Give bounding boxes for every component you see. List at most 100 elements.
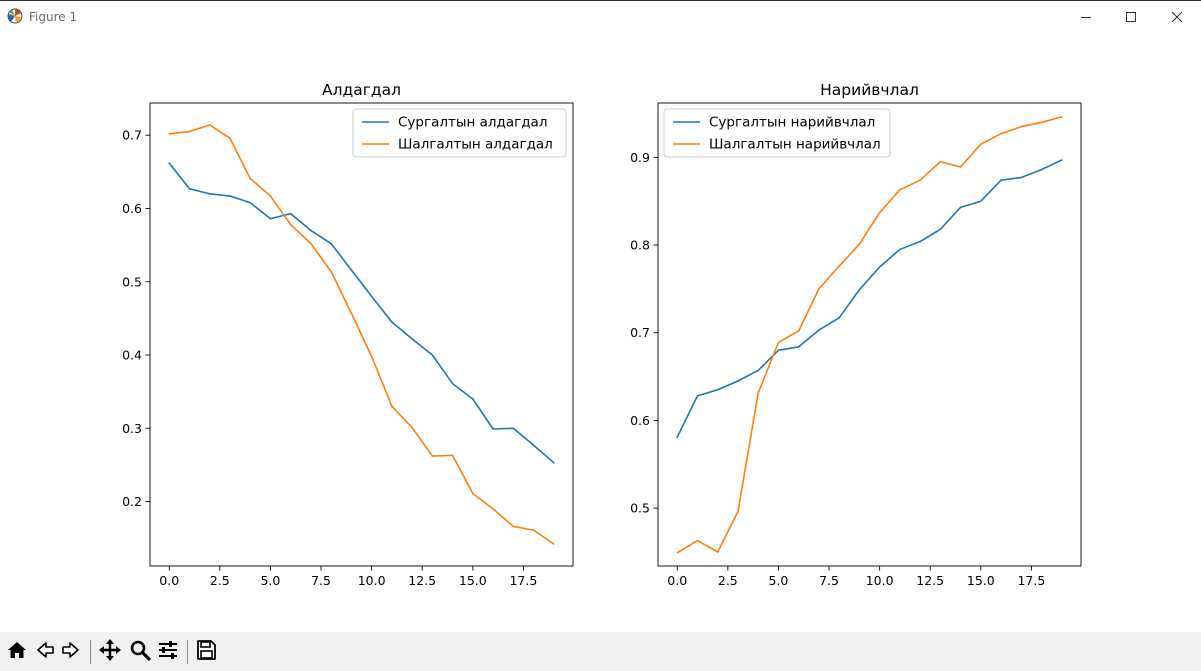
data-point [716, 388, 719, 391]
data-point [797, 330, 800, 332]
forward-arrow-icon [60, 639, 82, 665]
chart-title: Нарийвчлал [820, 81, 919, 99]
data-point [249, 177, 251, 180]
series-line-2 [169, 124, 555, 545]
data-point [552, 461, 555, 464]
data-point [777, 349, 780, 352]
data-point [411, 338, 413, 340]
home-button[interactable] [4, 639, 30, 665]
data-point [959, 166, 962, 168]
zoom-button[interactable] [127, 639, 153, 665]
figure-svg: Алдагдал 0.0 2.5 5.0 7.5 10.0 12.5 15.0 17.5 0.2 0… [122, 81, 1082, 588]
data-point [737, 510, 739, 513]
data-point [696, 395, 699, 397]
data-point [878, 266, 881, 268]
x-tick-label: 0.0 [159, 573, 179, 588]
x-tick-label: 15.0 [967, 573, 995, 588]
data-point [168, 132, 171, 135]
data-point [451, 382, 454, 385]
back-button[interactable] [32, 639, 58, 665]
data-point [1060, 159, 1063, 161]
close-button[interactable] [1154, 1, 1200, 32]
x-tick-label: 12.5 [916, 573, 944, 588]
configure-subplots-button[interactable] [155, 639, 181, 665]
data-point [512, 525, 515, 528]
data-point [716, 551, 719, 553]
y-tick-label: 0.2 [122, 494, 142, 509]
x-tick-label: 0.0 [667, 573, 687, 588]
matplotlib-icon [6, 7, 24, 25]
data-point [229, 137, 231, 139]
data-point [370, 355, 373, 358]
x-tick-label: 10.0 [358, 573, 386, 588]
x-tick-label: 10.0 [866, 573, 894, 588]
legend: Сургалтын алдагдал Шалгалтын алдагдал [352, 108, 567, 158]
move-icon [98, 638, 122, 666]
data-point [797, 345, 800, 348]
x-tick-label: 2.5 [210, 573, 230, 588]
figure-canvas[interactable]: Алдагдал 0.0 2.5 5.0 7.5 10.0 12.5 15.0 17.5 0.2 0… [0, 32, 1201, 632]
data-point [451, 454, 454, 457]
y-tick-label: 0.5 [630, 501, 650, 516]
y-tick-label: 0.7 [630, 325, 650, 340]
x-tick-label: 5.0 [768, 573, 788, 588]
home-icon [6, 639, 28, 665]
data-point [289, 223, 292, 226]
data-point [858, 243, 861, 245]
y-tick-label: 0.3 [122, 421, 142, 436]
series-line-1 [168, 162, 555, 464]
data-point [1060, 116, 1063, 118]
series-line-1 [676, 159, 1063, 438]
x-tick-label: 5.0 [260, 573, 280, 588]
navigation-toolbar [0, 632, 1201, 671]
data-point [899, 248, 901, 251]
data-point [350, 312, 353, 315]
data-point [757, 392, 759, 395]
y-tick-label: 0.7 [122, 128, 142, 143]
data-point [1000, 179, 1002, 181]
data-point [472, 492, 474, 495]
data-point [838, 265, 840, 267]
data-point [269, 217, 272, 220]
x-tick-label: 15.0 [459, 573, 487, 588]
toolbar-separator [187, 640, 188, 664]
data-point [330, 270, 332, 273]
window-title: Figure 1 [29, 10, 78, 24]
data-point [899, 189, 901, 191]
data-point [757, 369, 759, 372]
forward-button[interactable] [58, 639, 84, 665]
data-point [492, 428, 494, 430]
data-point [676, 436, 679, 438]
data-point [269, 195, 272, 197]
toolbar-separator [90, 640, 91, 664]
data-point [919, 240, 921, 243]
data-point [492, 508, 494, 510]
data-point [858, 288, 861, 291]
data-point [1020, 176, 1023, 179]
data-point [431, 354, 434, 356]
data-point [532, 529, 535, 531]
data-point [532, 444, 535, 446]
data-point [1040, 168, 1043, 171]
y-tick-label: 0.9 [630, 150, 650, 165]
subplot-2: Нарийвчлал 0.0 2.5 5.0 7.5 10.0 12.5 15.0 17.5 0.… [630, 81, 1082, 588]
data-point [696, 539, 699, 542]
close-icon [1171, 11, 1183, 23]
data-point [818, 288, 820, 290]
data-point [289, 212, 292, 215]
minimize-button[interactable] [1063, 1, 1109, 32]
x-tick-label: 7.5 [311, 573, 331, 588]
x-tick-label: 2.5 [718, 573, 738, 588]
x-tick-label: 17.5 [1017, 573, 1045, 588]
magnifier-icon [129, 639, 151, 665]
data-point [838, 317, 840, 319]
data-point [1000, 132, 1002, 135]
pan-button[interactable] [97, 639, 123, 665]
maximize-button[interactable] [1108, 1, 1154, 32]
data-point [310, 229, 312, 232]
data-point [391, 405, 393, 408]
save-button[interactable] [193, 639, 219, 665]
data-point [676, 552, 679, 554]
legend: Сургалтын нарийвчлал Шалгалтын нарийвчлал [663, 108, 891, 158]
legend-box [352, 108, 567, 158]
